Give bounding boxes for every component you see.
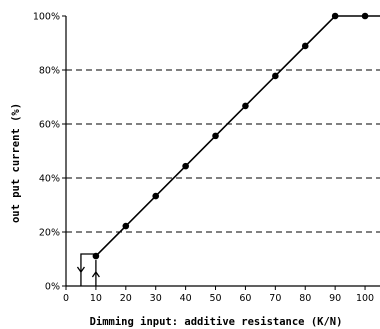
x-tick-label-100: 100 (356, 293, 374, 304)
series-line (92, 12, 380, 260)
x-tick-label-30: 30 (150, 293, 162, 304)
x-tick-label-10: 10 (90, 293, 102, 304)
x-tick-label-40: 40 (180, 293, 192, 304)
hysteresis-off-path (80, 253, 96, 286)
data-point-80 (301, 42, 309, 50)
data-point-60 (242, 102, 249, 110)
y-tick-label-20: 20% (39, 228, 60, 239)
axes (65, 16, 380, 287)
data-point-90 (331, 12, 339, 20)
arrow-up-icon (91, 270, 100, 278)
grid-lines (66, 69, 380, 233)
y-axis-ticks: 0% 20% 40% 60% 80% 100% (33, 12, 66, 293)
x-axis-label: Dimming input: additive resistance (K/N) (90, 316, 343, 328)
data-point-30 (152, 192, 160, 200)
x-tick-label-0: 0 (63, 293, 69, 304)
x-tick-label-90: 90 (329, 293, 341, 304)
x-tick-label-50: 50 (209, 293, 221, 304)
x-tick-label-80: 80 (299, 293, 311, 304)
y-tick-label-60: 60% (39, 120, 60, 131)
y-axis-label: out put current (%) (10, 103, 22, 223)
data-point-70 (272, 72, 279, 80)
y-tick-label-0: 0% (45, 282, 60, 293)
data-point-50 (212, 132, 219, 140)
x-tick-label-70: 70 (269, 293, 281, 304)
data-point-40 (182, 162, 189, 170)
y-tick-label-100: 100% (33, 12, 60, 23)
data-point-20 (122, 222, 130, 230)
x-tick-label-60: 60 (239, 293, 251, 304)
hysteresis-indicator (76, 253, 100, 286)
x-tick-label-20: 20 (120, 293, 132, 304)
arrow-down-icon (76, 266, 85, 274)
y-tick-label-80: 80% (39, 66, 60, 77)
series-0-line (95, 15, 380, 257)
y-tick-label-40: 40% (39, 174, 60, 185)
x-axis-ticks: 0 10 20 30 40 50 60 70 80 90 100 (63, 286, 374, 304)
data-point-100 (361, 12, 369, 20)
